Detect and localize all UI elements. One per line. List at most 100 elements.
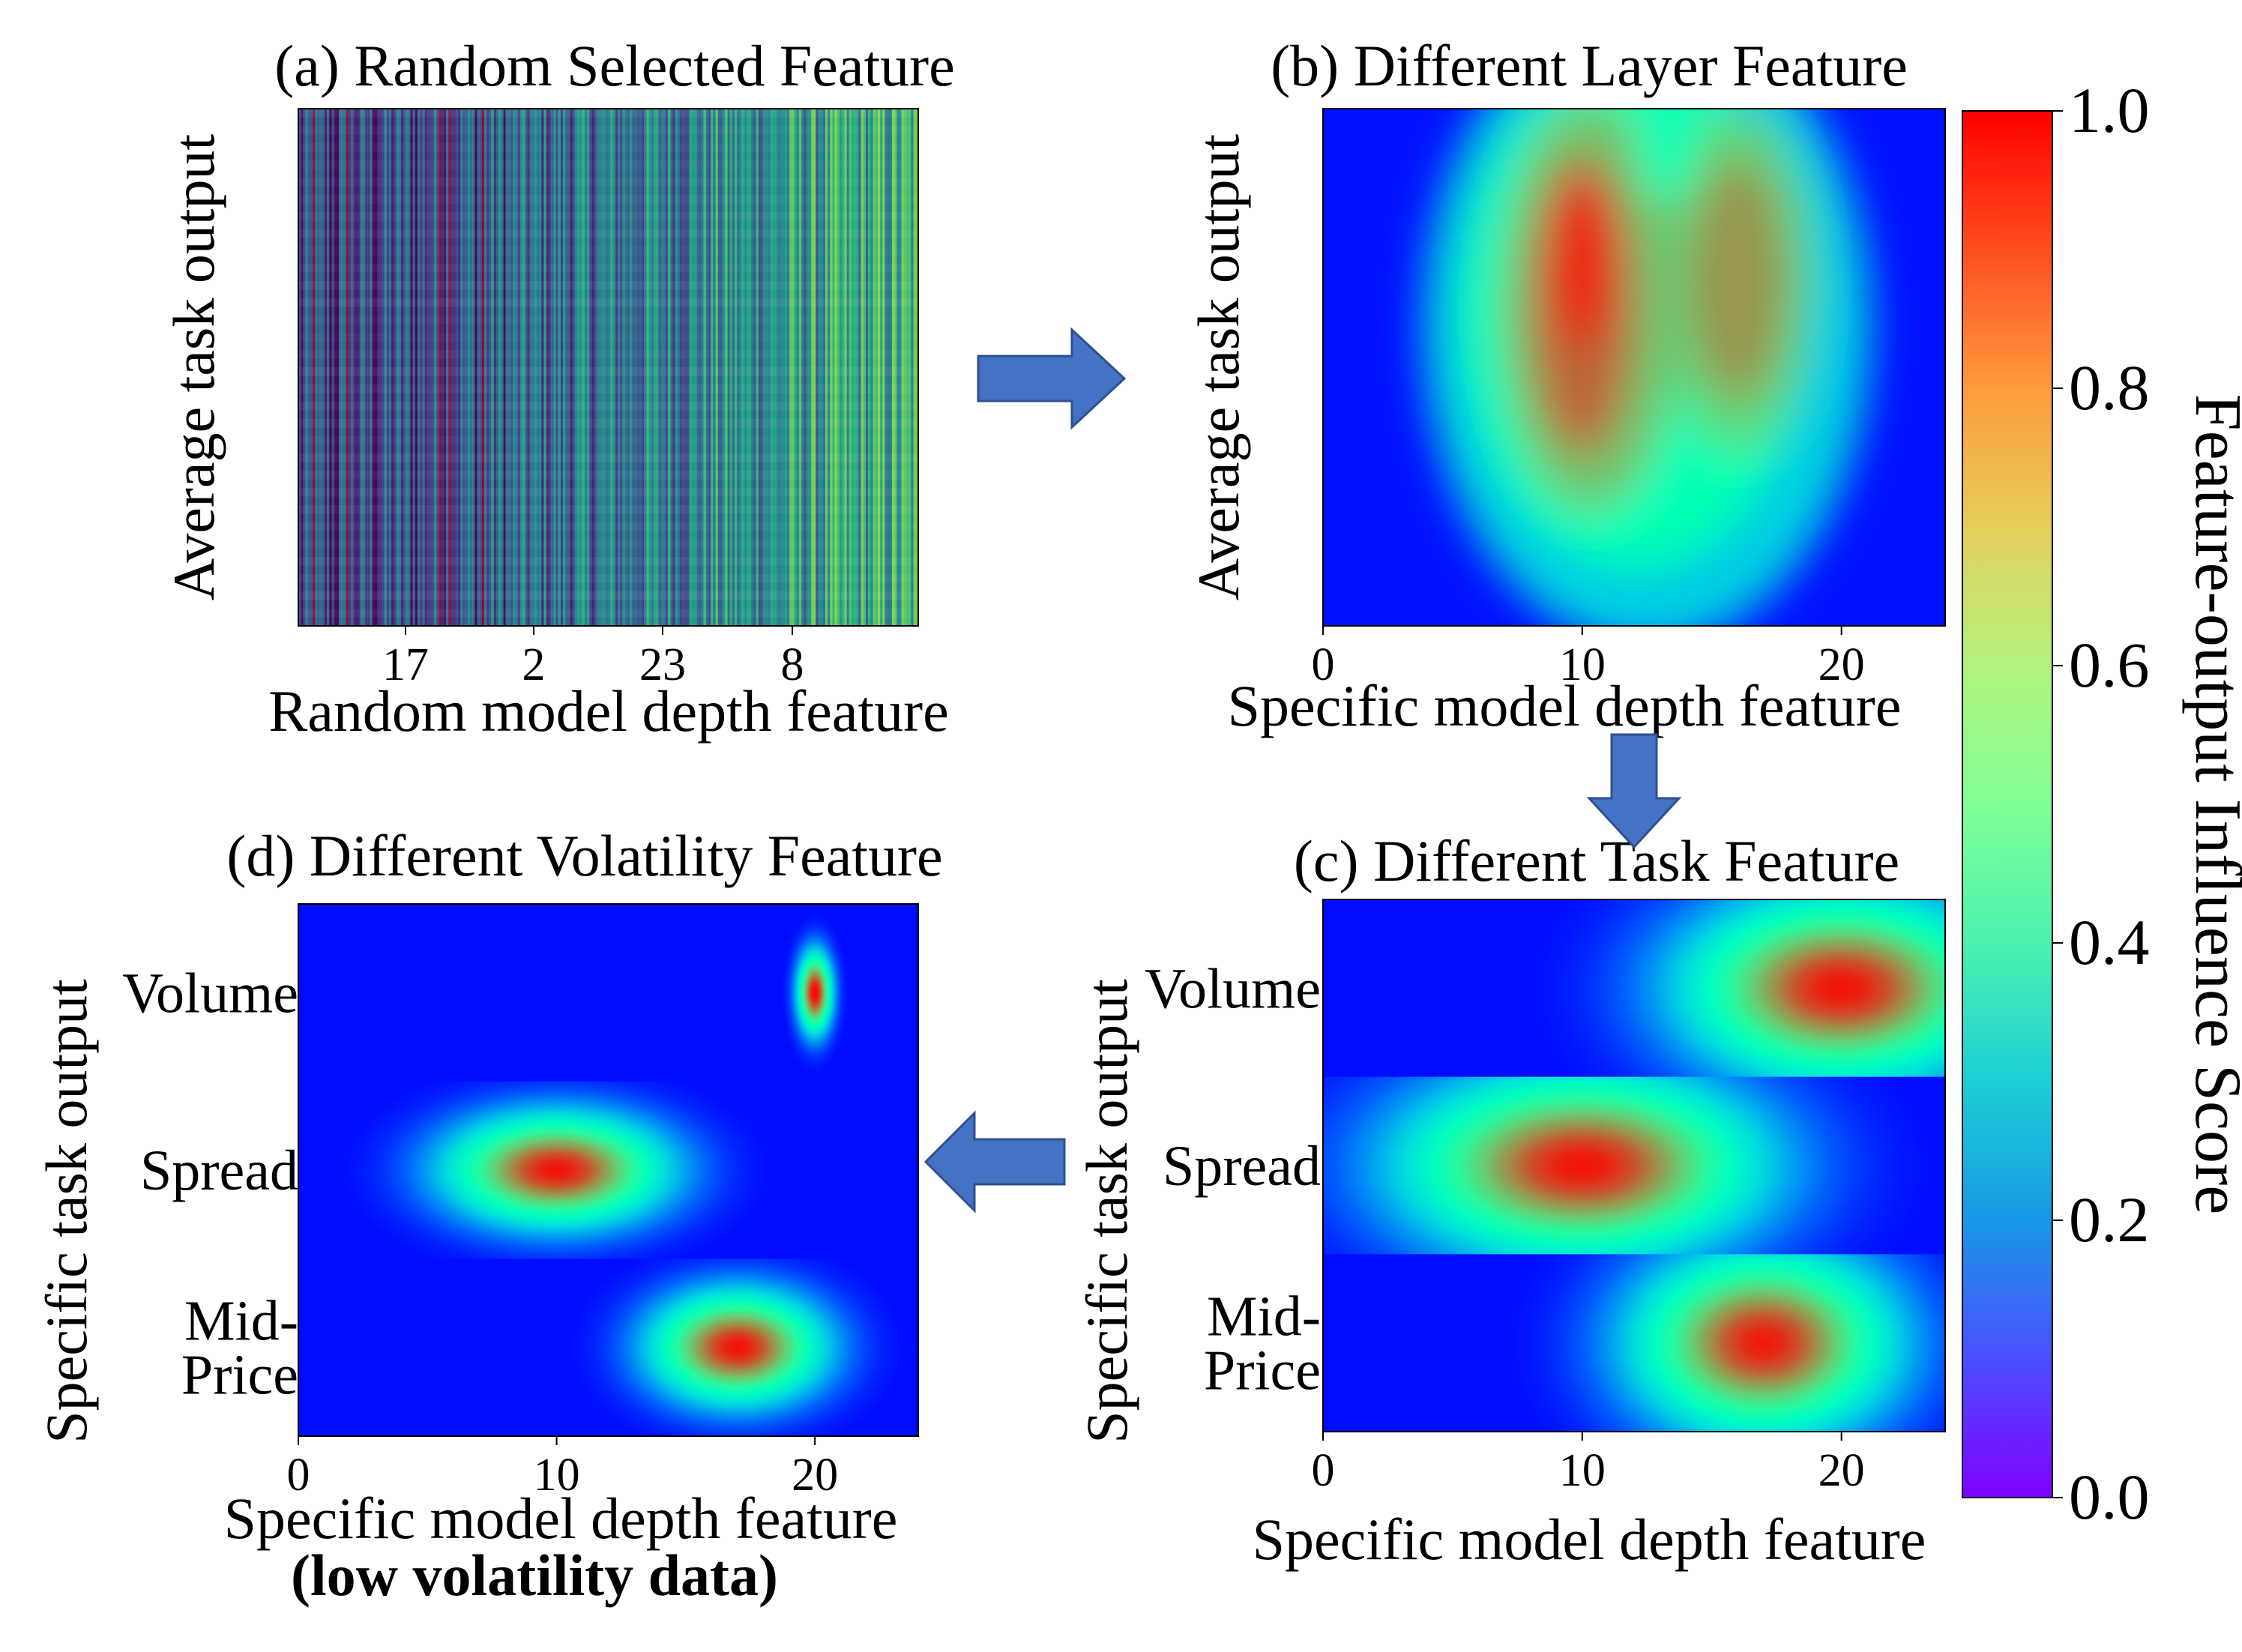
panel-a-stripe bbox=[406, 109, 409, 626]
panel-a-stripe bbox=[606, 109, 609, 626]
panel-a-stripe bbox=[792, 109, 795, 626]
panel-a-stripe bbox=[591, 109, 594, 626]
panel-a-stripe bbox=[708, 109, 711, 626]
panel-a-stripe bbox=[477, 109, 480, 626]
panel-a-stripe bbox=[784, 109, 788, 626]
colorbar-tick-label: 1.0 bbox=[2069, 74, 2150, 146]
panel-a-stripe bbox=[735, 109, 738, 626]
panel-a-stripe bbox=[418, 109, 421, 626]
panel-a-noise-band bbox=[298, 333, 918, 342]
panel-a-stripe bbox=[458, 109, 461, 626]
panel-a-stripe bbox=[529, 109, 532, 626]
panel-a-stripe bbox=[450, 109, 453, 626]
panel-a-stripe bbox=[877, 109, 881, 626]
panel-a-stripe bbox=[897, 109, 899, 626]
panel-b-tick-label: 20 bbox=[1818, 639, 1865, 690]
d-row-1-heat bbox=[298, 1081, 918, 1259]
panel-a-frame bbox=[298, 108, 919, 627]
panel-a-stripe bbox=[410, 109, 413, 626]
panel-a-stripe bbox=[796, 109, 800, 626]
d-row-label: Spread bbox=[140, 1139, 298, 1202]
panel-a-stripe bbox=[360, 109, 364, 626]
panel-d-tick-label: 0 bbox=[287, 1450, 310, 1501]
panel-a-stripe bbox=[885, 109, 888, 626]
colorbar-ticks: 0.0 0.2 0.4 0.6 0.8 1.0 bbox=[2052, 74, 2150, 1533]
panel-a-tick-label: 17 bbox=[382, 639, 429, 690]
panel-b-ylabel: Average task output bbox=[1186, 133, 1251, 600]
panel-a-noise-band bbox=[298, 109, 918, 118]
c-row-1-heat bbox=[1323, 1076, 1945, 1255]
panel-a-stripe bbox=[727, 109, 730, 626]
panel-a-stripe bbox=[832, 109, 835, 626]
panel-a-stripe bbox=[484, 109, 487, 626]
panel-a-stripe bbox=[777, 109, 780, 626]
panel-a-stripe bbox=[624, 109, 628, 626]
panel-a-stripe bbox=[507, 109, 511, 626]
panel-a-stripe bbox=[787, 109, 790, 626]
panel-a-stripe bbox=[551, 109, 554, 626]
panel-a-stripe bbox=[548, 109, 552, 626]
panel-a-stripe bbox=[470, 109, 473, 626]
panel-a-stripe bbox=[525, 109, 528, 626]
panel-a-stripe bbox=[474, 109, 477, 626]
panel-a-stripe bbox=[687, 109, 690, 626]
panel-a-stripe bbox=[677, 109, 681, 626]
panel-a-stripe bbox=[362, 109, 366, 626]
panel-a-stripe bbox=[444, 109, 447, 626]
panel-a-stripe bbox=[694, 109, 697, 626]
panel-a-stripe bbox=[501, 109, 504, 626]
panel-a-stripe bbox=[317, 109, 320, 626]
panel-a-stripe bbox=[558, 109, 561, 626]
panel-a-noise-band bbox=[298, 160, 918, 169]
panel-a-stripe bbox=[899, 109, 902, 626]
panel-a-stripe bbox=[741, 109, 744, 626]
panel-a-stripe bbox=[689, 109, 692, 626]
panel-a-stripe bbox=[324, 109, 328, 626]
panel-a-stripe bbox=[367, 109, 370, 626]
panel-a-stripe bbox=[479, 109, 483, 626]
panel-a-stripe bbox=[658, 109, 661, 626]
panel-a-stripe bbox=[615, 109, 618, 626]
panel-a-stripe bbox=[711, 109, 714, 626]
panel-a-stripe bbox=[539, 109, 542, 626]
panel-a-noise-band bbox=[298, 195, 918, 204]
panel-a-stripe bbox=[794, 109, 797, 626]
panel-a-stripe bbox=[873, 109, 876, 626]
panel-a-stripe bbox=[806, 109, 809, 626]
panel-a-stripe bbox=[424, 109, 427, 626]
panel-a-stripe bbox=[861, 109, 864, 626]
panel-a-stripe bbox=[589, 109, 592, 626]
panel-a-stripe bbox=[763, 109, 766, 626]
panel-a-stripe bbox=[388, 109, 392, 626]
panel-a-stripe bbox=[642, 109, 645, 626]
panel-a-stripe bbox=[903, 109, 907, 626]
panel-a-stripe bbox=[632, 109, 635, 626]
panel-a-stripe bbox=[634, 109, 637, 626]
panel-a-stripe bbox=[825, 109, 828, 626]
panel-a-stripe bbox=[758, 109, 762, 626]
panel-a-stripe bbox=[672, 109, 675, 626]
panel-b-xlabel: Specific model depth feature bbox=[1228, 673, 1902, 738]
d-row-0-heat bbox=[298, 904, 918, 1082]
panel-d-ylabel: Specific task output bbox=[34, 979, 99, 1444]
d-row-2-heat bbox=[298, 1258, 918, 1436]
panel-a-stripe bbox=[572, 109, 576, 626]
panel-a-noise-band bbox=[298, 609, 918, 618]
c-row-label: Spread bbox=[1163, 1135, 1321, 1198]
panel-c-tick-label: 20 bbox=[1818, 1445, 1865, 1496]
panel-a-stripe bbox=[663, 109, 666, 626]
panel-a-stripe bbox=[737, 109, 740, 626]
panel-a-stripe bbox=[717, 109, 721, 626]
panel-a-stripe bbox=[723, 109, 726, 626]
panel-a-noise-band bbox=[298, 177, 918, 187]
panel-a-noise-band bbox=[298, 487, 918, 497]
panel-a-stripe bbox=[665, 109, 669, 626]
panel-a-stripe bbox=[739, 109, 742, 626]
panel-a-stripe bbox=[646, 109, 649, 626]
panel-c-title: (c) Different Task Feature bbox=[1294, 828, 1899, 893]
panel-a-stripe bbox=[541, 109, 544, 626]
panel-d-tick-label: 20 bbox=[792, 1450, 838, 1501]
panel-a-stripe bbox=[875, 109, 879, 626]
panel-a-stripe bbox=[846, 109, 849, 626]
panel-c-xlabel: Specific model depth feature bbox=[1253, 1507, 1926, 1572]
